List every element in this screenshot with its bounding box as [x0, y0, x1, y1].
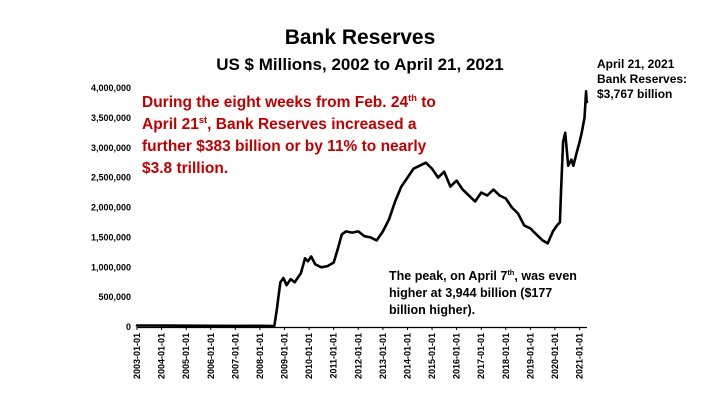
bank-reserves-series-line [135, 90, 589, 328]
y-tick-label: 4,000,000 [91, 83, 131, 93]
x-tick-label: 2007-01-01 [230, 333, 240, 379]
x-tick-label: 2013-01-01 [378, 333, 388, 379]
y-axis: 0 500,000 1,000,000 1,500,000 2,000,000 2,500… [91, 83, 131, 332]
x-tick-label: 2011-01-01 [329, 333, 339, 379]
chart-title: Bank Reserves [284, 26, 436, 49]
series-layer [135, 90, 589, 328]
x-tick-label: 2010-01-01 [304, 333, 314, 379]
eight-week-increase-note: During the eight weeks from Feb. 24th to… [142, 92, 442, 180]
x-tick-label: 2021-01-01 [575, 333, 585, 379]
chart-subtitle: US $ Millions, 2002 to April 21, 2021 [216, 55, 504, 74]
x-tick-label: 2008-01-01 [255, 333, 265, 379]
red-note-sup2: st [198, 114, 208, 125]
peak-note-part2: , was even higher at 3,944 billion ($177… [389, 269, 577, 317]
y-tick-label: 3,000,000 [91, 143, 131, 153]
x-tick-label: 2015-01-01 [427, 333, 437, 379]
red-note-sup1: th [408, 92, 417, 103]
x-axis: 2003-01-01 2004-01-01 2005-01-01 2006-01-01… [132, 326, 587, 379]
peak-note: The peak, on April 7th, was even higher … [389, 268, 589, 319]
latest-value-note: April 21, 2021 Bank Reserves: $3,767 bil… [597, 57, 687, 102]
y-tick-label: 2,000,000 [91, 203, 131, 213]
x-tick-label: 2020-01-01 [550, 333, 560, 379]
latest-value-note-label: Bank Reserves: [597, 72, 688, 86]
y-tick-label: 3,500,000 [91, 113, 131, 123]
x-tick-label: 2017-01-01 [476, 333, 486, 379]
red-note-part3: , Bank Reserves increased a further $383… [142, 116, 427, 177]
x-tick-label: 2003-01-01 [132, 333, 142, 379]
x-tick-label: 2019-01-01 [525, 333, 535, 379]
x-tick-label: 2004-01-01 [157, 333, 167, 379]
x-tick-label: 2012-01-01 [353, 333, 363, 379]
x-tick-label: 2014-01-01 [402, 333, 412, 379]
latest-value-note-date: April 21, 2021 [597, 57, 675, 71]
latest-value-note-amount: $3,767 billion [597, 87, 673, 101]
peak-note-part1: The peak, on April 7 [389, 269, 508, 283]
peak-note-sup1: th [507, 267, 515, 277]
x-tick-label: 2018-01-01 [501, 333, 511, 379]
y-tick-label: 0 [126, 322, 131, 332]
x-tick-label: 2005-01-01 [181, 333, 191, 379]
y-tick-label: 500,000 [98, 292, 131, 302]
red-note-part1: During the eight weeks from Feb. 24 [142, 94, 409, 111]
x-tick-label: 2016-01-01 [452, 333, 462, 379]
y-tick-label: 1,500,000 [91, 232, 131, 242]
x-tick-label: 2006-01-01 [206, 333, 216, 379]
red-note-part2: to April 21 [142, 94, 436, 133]
y-tick-label: 2,500,000 [91, 173, 131, 183]
y-tick-label: 1,000,000 [91, 262, 131, 272]
x-tick-label: 2009-01-01 [280, 333, 290, 379]
